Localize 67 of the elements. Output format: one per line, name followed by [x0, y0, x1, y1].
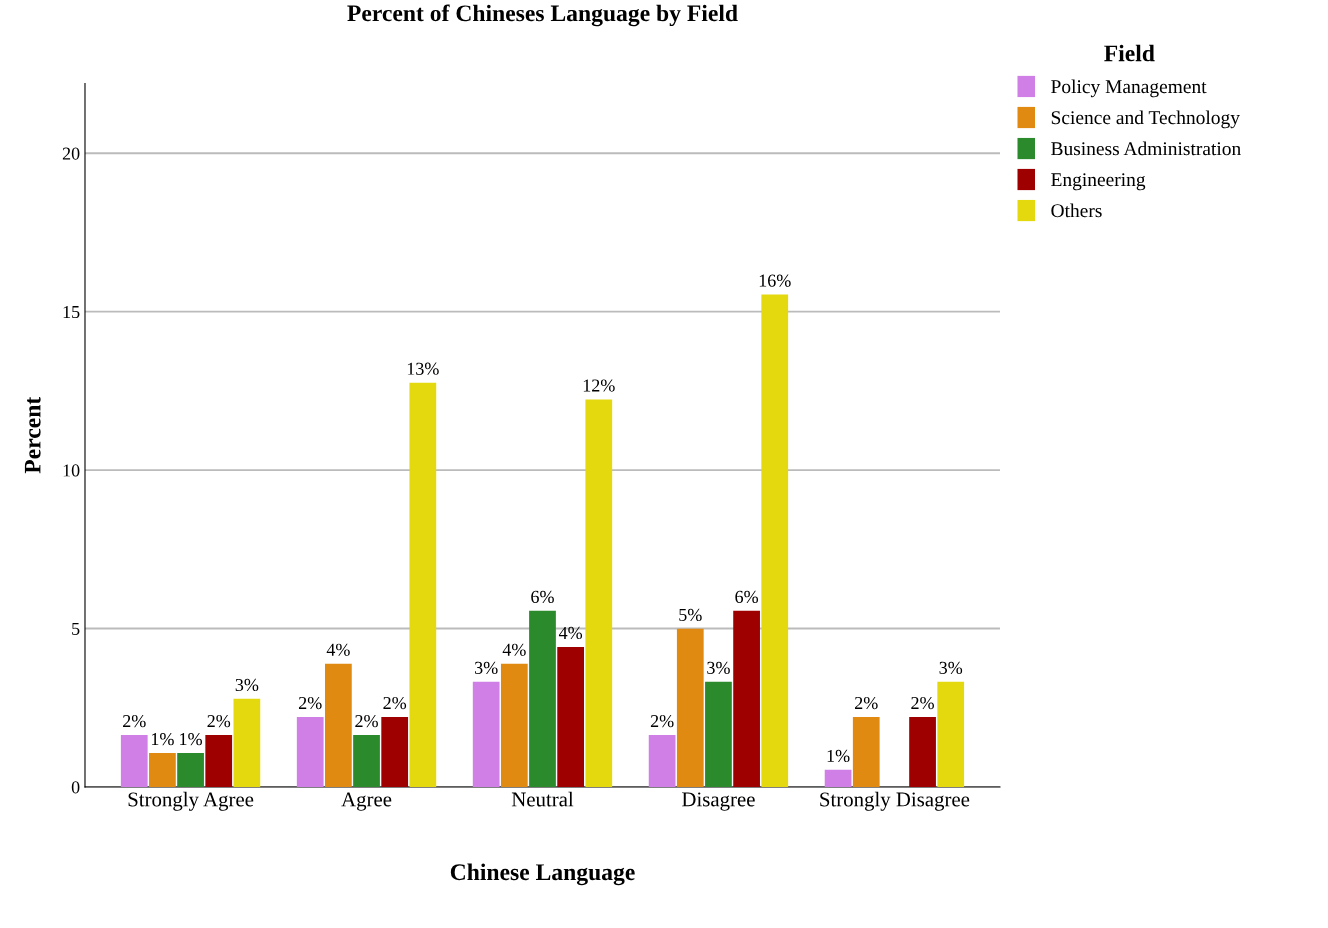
- bar: [909, 716, 936, 787]
- x-tick-label: Neutral: [511, 791, 574, 807]
- legend-label: Business Administration: [1051, 141, 1241, 156]
- bar: [557, 646, 585, 787]
- y-tick-label: 10: [63, 464, 80, 477]
- chart-title: Percent of Chineses Language by Field: [347, 4, 738, 27]
- data-label: 2%: [355, 714, 378, 728]
- data-label: 2%: [911, 696, 934, 710]
- data-label: 6%: [735, 590, 759, 603]
- y-tick-label: 5: [72, 622, 80, 635]
- data-label: 4%: [502, 643, 526, 656]
- bar: [177, 753, 204, 787]
- data-label: 2%: [855, 696, 878, 710]
- y-axis-title: Percent: [24, 396, 41, 474]
- data-label: 4%: [326, 643, 350, 656]
- legend-label: Science and Technology: [1051, 110, 1240, 129]
- bar: [705, 681, 732, 787]
- legend-title: Field: [1104, 44, 1155, 62]
- bar: [120, 734, 148, 787]
- x-tick-label: Agree: [341, 792, 392, 811]
- data-label: 3%: [235, 678, 259, 692]
- data-label: 1%: [180, 733, 202, 746]
- data-label: 16%: [759, 274, 791, 287]
- x-tick-label: Strongly Disagree: [820, 791, 970, 811]
- data-label: 1%: [151, 733, 174, 746]
- bar: [733, 610, 760, 787]
- data-label: 3%: [939, 661, 963, 674]
- bar: [676, 628, 704, 787]
- data-label: 13%: [407, 362, 439, 375]
- bar: [409, 382, 437, 787]
- bar: [937, 681, 965, 787]
- bar: [381, 716, 409, 787]
- data-label: 3%: [707, 661, 730, 674]
- bar: [585, 399, 613, 787]
- legend-label: Engineering: [1051, 173, 1146, 191]
- bar: [353, 734, 380, 787]
- bar: [233, 698, 261, 787]
- data-label: 2%: [207, 714, 231, 728]
- data-label: 3%: [475, 661, 498, 674]
- bar: [296, 716, 324, 787]
- y-tick-label: 0: [71, 781, 80, 794]
- data-label: 4%: [558, 626, 583, 640]
- data-label: 12%: [583, 379, 615, 392]
- data-label: 5%: [679, 608, 702, 622]
- data-label: 2%: [123, 714, 146, 728]
- x-tick-label: Disagree: [682, 792, 755, 811]
- legend-label: Policy Management: [1051, 79, 1207, 98]
- bar: [824, 769, 852, 787]
- data-label: 2%: [298, 696, 322, 710]
- bar: [852, 716, 880, 787]
- x-axis-title: Chinese Language: [450, 863, 635, 886]
- data-label: 6%: [531, 590, 554, 603]
- bar: [529, 610, 556, 787]
- bar: [205, 734, 233, 787]
- legend-label: Others: [1051, 203, 1102, 218]
- bar: [761, 294, 789, 787]
- bar: [648, 734, 676, 787]
- bar: [472, 681, 500, 787]
- data-label: 2%: [650, 714, 674, 728]
- data-label: 1%: [827, 749, 850, 763]
- bar: [149, 753, 176, 787]
- y-tick-label: 20: [62, 147, 80, 160]
- bar: [325, 663, 352, 787]
- bar: [500, 663, 528, 787]
- y-tick-label: 15: [63, 306, 80, 319]
- data-label: 2%: [383, 696, 407, 710]
- x-tick-label: Strongly Agree: [128, 791, 254, 811]
